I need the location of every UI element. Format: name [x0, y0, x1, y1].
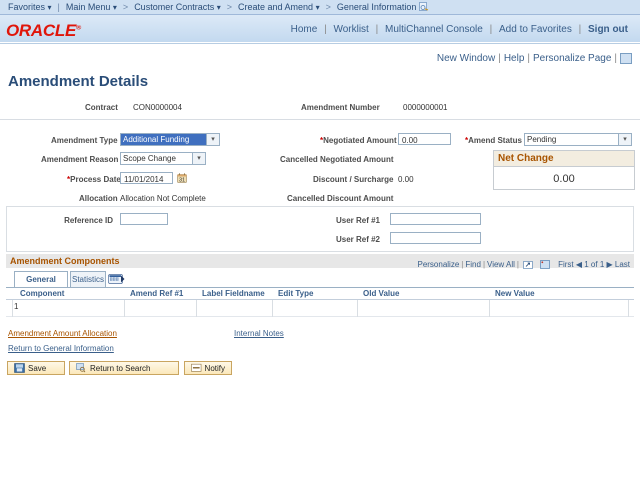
svg-text:31: 31 — [179, 177, 185, 183]
